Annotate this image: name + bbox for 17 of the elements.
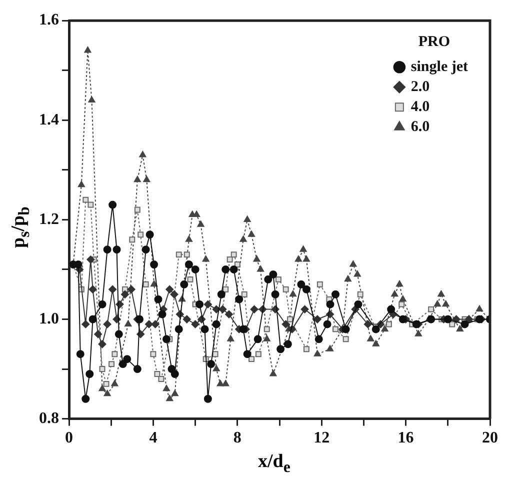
y-tick-label: 1.4 bbox=[39, 111, 59, 128]
legend-label: 6.0 bbox=[410, 118, 430, 135]
x-tick-label: 12 bbox=[314, 430, 330, 447]
x-tick-label: 0 bbox=[65, 430, 73, 447]
x-tick-label: 20 bbox=[482, 430, 498, 447]
y-tick-label: 1.2 bbox=[39, 210, 59, 228]
legend-title: PRO bbox=[418, 34, 450, 50]
y-tick-label: 1.0 bbox=[39, 310, 59, 328]
x-tick-label: 4 bbox=[149, 430, 158, 447]
legend-label: 4.0 bbox=[410, 98, 430, 115]
x-tick-label: 16 bbox=[398, 430, 414, 447]
legend-label: single jet bbox=[410, 58, 468, 75]
y-tick-label: 0.8 bbox=[39, 410, 59, 427]
y-tick-label: 1.6 bbox=[39, 12, 59, 29]
x-tick-label: 8 bbox=[233, 430, 242, 447]
x-axis-title: x/d$_{e}$ bbox=[258, 451, 290, 477]
legend-label: 2.0 bbox=[410, 78, 430, 95]
